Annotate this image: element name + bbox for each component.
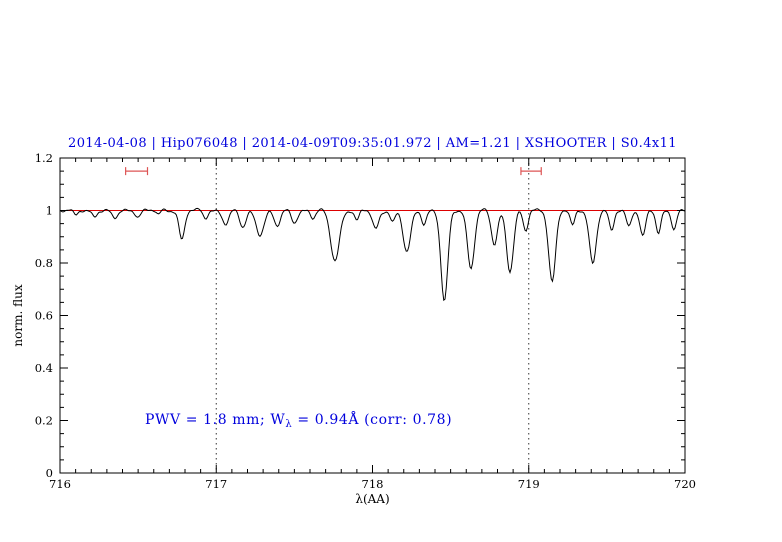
pwv-annotation: PWV = 1.8 mm; Wλ = 0.94Å (corr: 0.78) <box>145 412 452 430</box>
plot-title-text: 2014-04-08 | Hip076048 | 2014-04-09T09:3… <box>68 136 677 151</box>
y-tick-label-0.2: 0.2 <box>35 414 53 428</box>
y-tick-label-1.2: 1.2 <box>35 151 53 165</box>
y-tick-label-1: 1 <box>46 204 53 218</box>
pwv-annotation-prefix: PWV = 1.8 mm; W <box>145 412 286 428</box>
spectrum-line <box>59 207 686 302</box>
x-axis-label: λ(AA) <box>355 492 389 506</box>
x-tick-label-716: 716 <box>49 477 71 491</box>
pwv-annotation-lambda-subscript: λ <box>285 419 293 430</box>
plot-title: 2014-04-08 | Hip076048 | 2014-04-09T09:3… <box>60 136 685 151</box>
y-tick-label-0.4: 0.4 <box>35 361 53 375</box>
y-axis-label: norm. flux <box>11 284 25 346</box>
x-tick-label-720: 720 <box>674 477 696 491</box>
pwv-annotation-suffix: = 0.94Å (corr: 0.78) <box>292 412 453 428</box>
x-tick-label-717: 717 <box>205 477 227 491</box>
y-tick-label-0: 0 <box>46 466 53 480</box>
x-tick-label-719: 719 <box>518 477 540 491</box>
x-tick-label-718: 718 <box>362 477 384 491</box>
y-tick-label-0.6: 0.6 <box>35 309 53 323</box>
y-tick-label-0.8: 0.8 <box>35 256 53 270</box>
